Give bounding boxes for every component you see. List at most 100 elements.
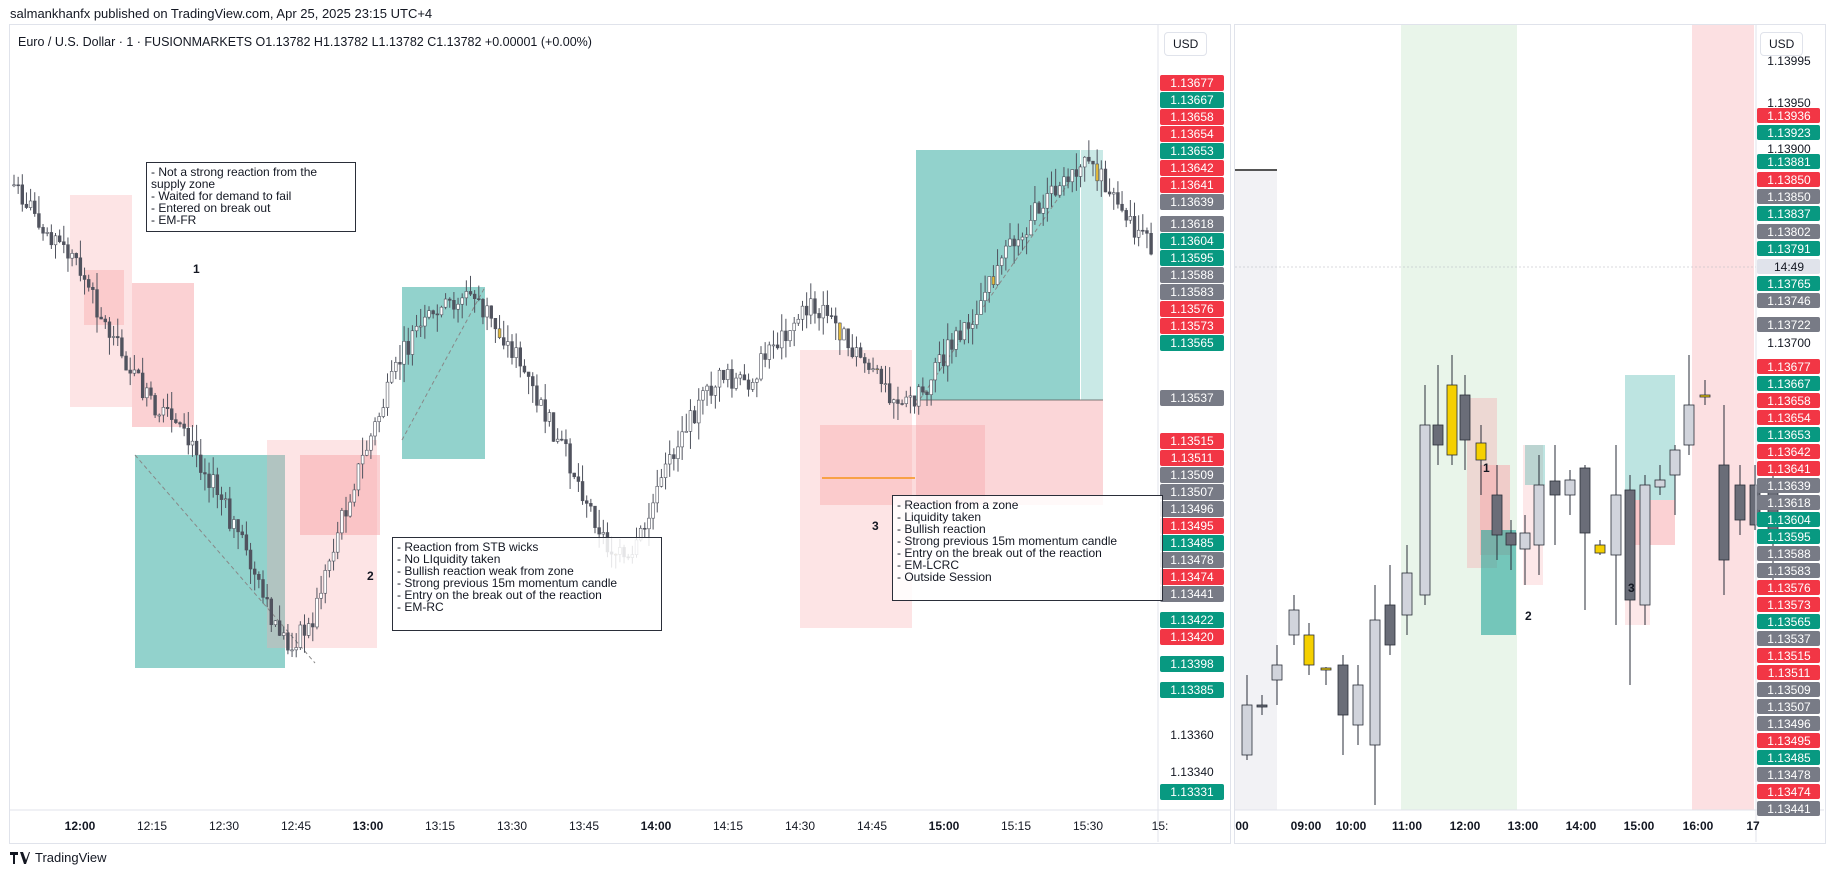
candle-body: [655, 486, 659, 504]
candle-body: [472, 293, 477, 299]
price-tag-text: 1.13573: [1170, 319, 1214, 333]
x-tick-label: 13:00: [353, 819, 384, 833]
x-tick-label: 17: [1746, 819, 1760, 833]
price-tag-text: 1.13537: [1767, 632, 1811, 646]
price-tag-text: 1.13576: [1767, 581, 1811, 595]
candle-body: [452, 300, 456, 310]
price-tag-text: 1.13474: [1170, 570, 1214, 584]
candle-body: [792, 322, 796, 331]
currency-selector-right[interactable]: USD: [1760, 32, 1804, 56]
candle-body: [742, 374, 747, 381]
price-tag-text: 1.13565: [1170, 336, 1214, 350]
candle-body: [111, 336, 116, 338]
candle-body: [369, 435, 373, 451]
footer-brand: TradingView: [35, 850, 107, 865]
candle-body: [966, 322, 971, 329]
candle-body: [784, 330, 788, 342]
candle-body: [1070, 169, 1074, 183]
candle-body: [257, 573, 261, 580]
candle-body: [277, 620, 282, 636]
zone-rect-10: [1081, 150, 1103, 400]
price-tag-text: 1.13641: [1170, 178, 1214, 192]
candle-body: [879, 368, 884, 385]
candle-body: [1049, 185, 1054, 194]
currency-selector-left[interactable]: USD: [1164, 32, 1208, 56]
price-label: 1.13995: [1767, 54, 1811, 68]
candle-body: [651, 502, 655, 519]
candle-body: [207, 473, 211, 488]
zone-rect-2: [84, 270, 124, 325]
candle-body: [460, 297, 464, 305]
candle-body: [248, 549, 253, 570]
price-tag: [1757, 580, 1820, 595]
candle-body: [809, 298, 813, 316]
x-tick-label: 14:30: [785, 819, 815, 833]
candle-body: [850, 347, 855, 358]
price-tag-text: 1.13420: [1170, 630, 1214, 644]
price-tag: [1757, 767, 1820, 782]
candle-body: [203, 472, 207, 475]
x-tick-label: 09:00: [1291, 819, 1322, 833]
zone-label-1: 1: [193, 262, 200, 276]
zone-rect-6: [402, 287, 485, 459]
price-tag-text: 1.13639: [1767, 479, 1811, 493]
candle-body: [66, 244, 70, 259]
candle-body: [531, 376, 535, 387]
candle-body: [560, 438, 564, 441]
right-chart-canvas[interactable]: 1 2 3 00 09:00 10:00 11:00 12:00 13:00 14:00 15:00…: [1235, 25, 1824, 842]
left-chart-canvas[interactable]: 1 2 3 12:00 12:15 12:30 12:45 13:00 13:15 13:30 13…: [10, 25, 1230, 842]
candle-body: [116, 336, 120, 339]
candle-body: [28, 200, 33, 208]
candle-body: [1066, 176, 1070, 183]
candle-body: [464, 291, 469, 299]
x-tick-label: 00: [1235, 819, 1249, 833]
candle-body: [107, 321, 112, 338]
candle-body: [236, 519, 240, 533]
price-tag-text: 1.13478: [1767, 768, 1811, 782]
candle-body: [1136, 229, 1141, 238]
candle-body: [738, 374, 742, 379]
candle-body: [763, 353, 767, 360]
candle-body: [356, 463, 361, 491]
price-tag-text: 1.13936: [1767, 109, 1811, 123]
candle-body: [734, 377, 738, 389]
x-tick-label: 13:15: [425, 819, 455, 833]
candle-body: [335, 532, 340, 553]
candle-body: [684, 431, 689, 433]
candle-body: [33, 200, 37, 214]
price-tag-text: 1.13850: [1767, 173, 1811, 187]
publish-info: salmankhanfx published on TradingView.co…: [10, 6, 433, 21]
price-tag: [1757, 614, 1820, 629]
price-tag-text: 1.13478: [1170, 553, 1214, 567]
price-tag: [1757, 410, 1820, 425]
candle-body: [327, 560, 332, 571]
price-tag: [1757, 699, 1820, 714]
price-tag-text: 1.13398: [1170, 657, 1214, 671]
price-label: 1.13360: [1170, 728, 1214, 742]
candle-body: [70, 253, 74, 259]
candle-body: [1112, 192, 1116, 195]
candle-body: [518, 347, 522, 367]
price-tag: [1160, 143, 1224, 159]
candle-body: [871, 368, 875, 371]
candle-body: [402, 341, 406, 365]
price-tag: [1160, 92, 1224, 108]
candle-body: [323, 570, 327, 594]
candle-body: [501, 337, 506, 346]
candle-body: [970, 324, 975, 329]
price-tag: [1757, 665, 1820, 680]
x-tick-label: 13:00: [1508, 819, 1539, 833]
candle-body: [1103, 168, 1108, 193]
candle-body: [688, 410, 693, 432]
candle-body: [344, 510, 348, 517]
candle-body: [1033, 202, 1037, 221]
tradingview-footer[interactable]: TradingView: [10, 850, 107, 865]
price-tag: [1160, 682, 1224, 698]
price-tag-text: 1.13642: [1170, 161, 1214, 175]
candle-body: [1095, 163, 1099, 182]
candle-body: [1062, 176, 1066, 187]
price-tag-text: 1.13583: [1170, 285, 1214, 299]
candle-body: [103, 318, 108, 323]
candle-body: [999, 257, 1004, 266]
price-tag: [1757, 125, 1820, 140]
